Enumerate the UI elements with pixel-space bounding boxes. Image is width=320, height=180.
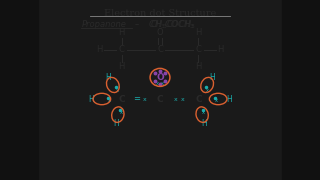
Text: –: –: [135, 20, 139, 29]
Text: Electron dot Structure: Electron dot Structure: [104, 9, 216, 18]
Text: H: H: [195, 62, 202, 71]
Text: x: x: [180, 96, 184, 102]
Text: x: x: [156, 81, 159, 86]
Text: x: x: [161, 81, 164, 86]
Text: H: H: [88, 94, 94, 103]
Text: Propanone: Propanone: [82, 20, 126, 29]
Text: H: H: [113, 118, 119, 127]
Text: x: x: [202, 110, 205, 115]
Text: C: C: [157, 94, 163, 103]
Text: =: =: [133, 94, 140, 103]
Text: H: H: [226, 94, 232, 103]
Text: H: H: [201, 118, 207, 127]
Text: x: x: [143, 96, 147, 102]
Text: C: C: [119, 45, 124, 54]
Text: H: H: [218, 45, 224, 54]
Text: x: x: [108, 98, 110, 103]
Text: x: x: [215, 98, 218, 103]
Text: C: C: [195, 94, 202, 103]
Text: $\mathit{C}$$\mathit{H_3}$$\mathit{C}$$\mathit{O}$$\mathit{C}$$\mathit{H_3}$: $\mathit{C}$$\mathit{H_3}$$\mathit{C}$$\…: [150, 18, 196, 31]
Text: H: H: [209, 73, 215, 82]
Text: x: x: [206, 87, 209, 93]
Text: H: H: [105, 73, 111, 82]
Text: x: x: [174, 96, 178, 102]
Text: H: H: [195, 28, 202, 37]
Text: C: C: [157, 45, 163, 54]
Text: $CH_3COCH_3$: $CH_3COCH_3$: [148, 18, 195, 31]
Text: H: H: [96, 45, 102, 54]
Text: H: H: [118, 62, 125, 71]
Text: C: C: [196, 45, 201, 54]
Text: O: O: [156, 73, 164, 82]
Text: x: x: [120, 110, 123, 115]
Text: O: O: [157, 28, 163, 37]
Text: x: x: [116, 87, 119, 93]
Text: C: C: [118, 94, 125, 103]
Text: H: H: [118, 28, 125, 37]
